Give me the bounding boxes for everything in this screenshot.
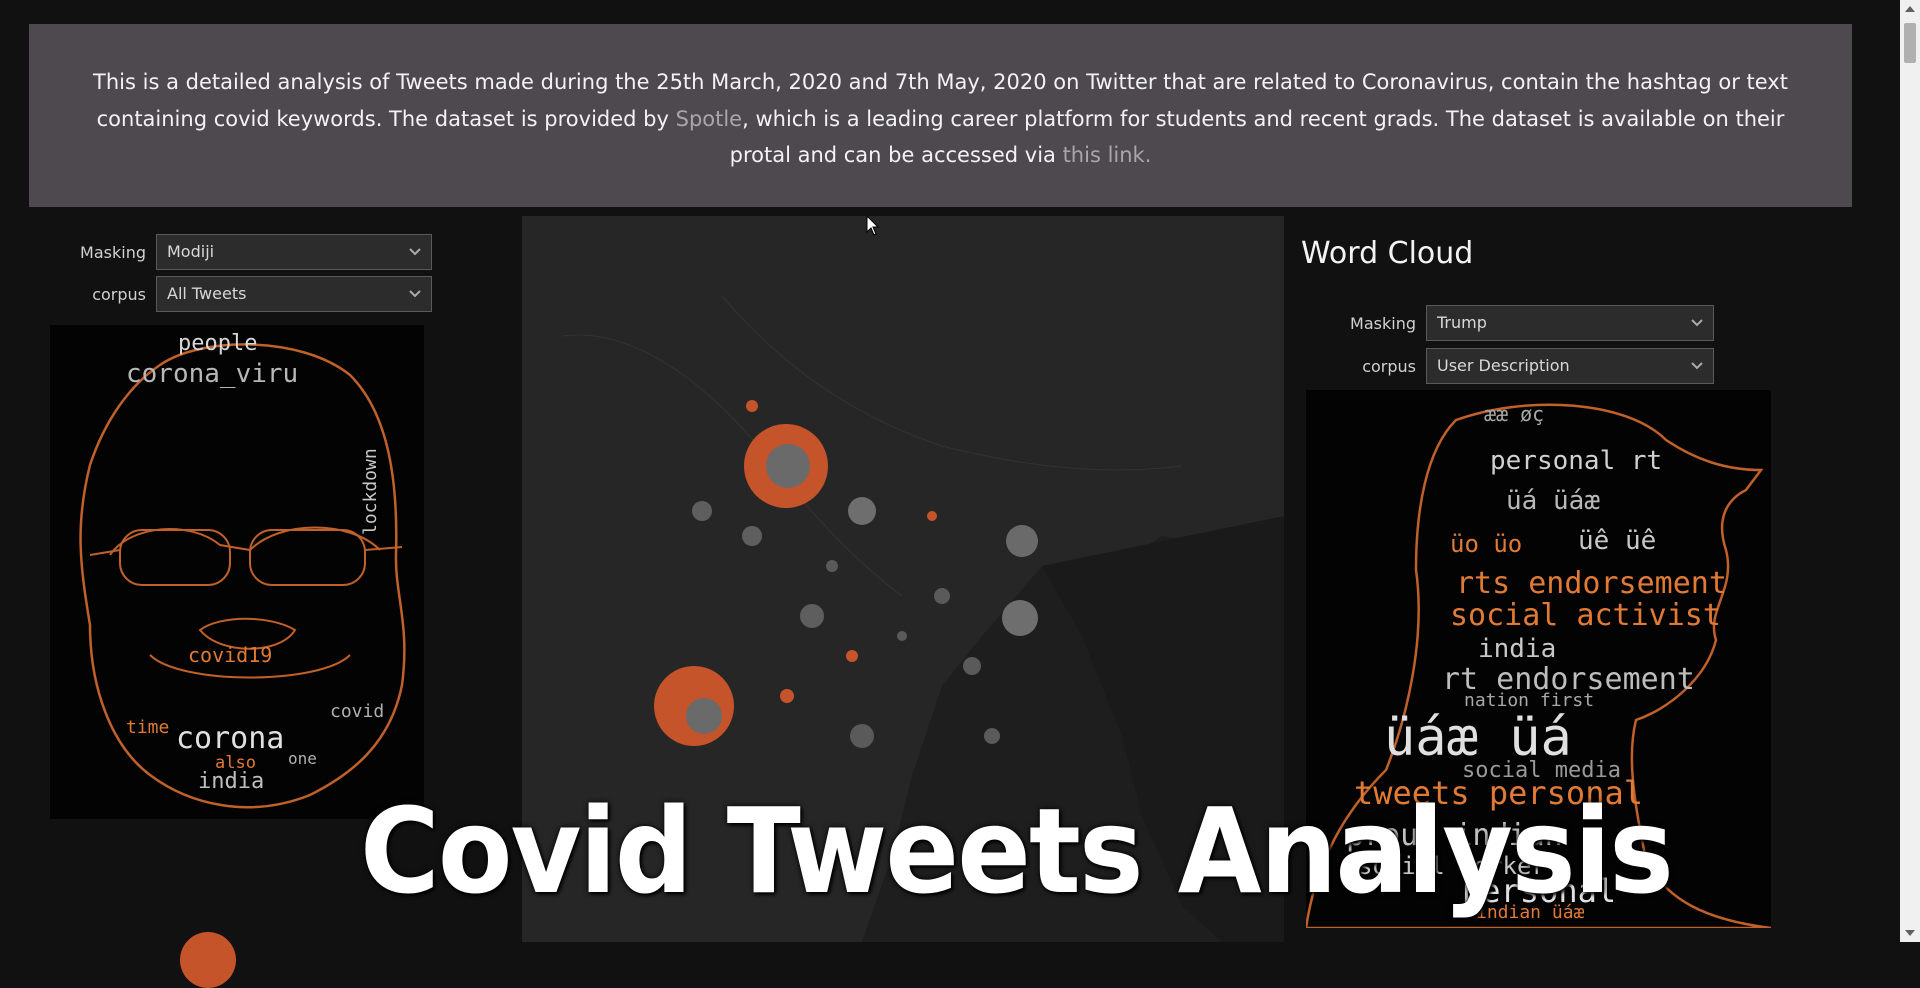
word-rts-endorsement: rts endorsement bbox=[1456, 566, 1727, 601]
mouse-cursor-icon bbox=[866, 215, 880, 236]
word-uae-ua: üáæ üá bbox=[1384, 708, 1572, 768]
word-cloud-title: Word Cloud bbox=[1301, 236, 1474, 271]
right-corpus-label: corpus bbox=[1362, 357, 1416, 376]
word-one: one bbox=[288, 749, 317, 768]
banner-text-middle: , which is a leading career platform for… bbox=[729, 106, 1785, 168]
face-outline-mask bbox=[79, 343, 406, 809]
profile-outline-mask bbox=[1306, 403, 1771, 928]
dataset-link[interactable]: this link. bbox=[1062, 143, 1152, 167]
left-corpus-label: corpus bbox=[92, 285, 146, 304]
word-corona: corona bbox=[176, 721, 285, 756]
right-masking-select[interactable]: Trump bbox=[1426, 305, 1714, 341]
banner-text: This is a detailed analysis of Tweets ma… bbox=[93, 70, 1788, 131]
word-covid19: covid19 bbox=[188, 643, 273, 667]
word-social-worker: social worker bbox=[1358, 852, 1546, 880]
chevron-down-icon bbox=[1691, 319, 1703, 327]
chevron-down-icon bbox=[409, 290, 421, 298]
scroll-down-icon[interactable] bbox=[1905, 930, 1915, 936]
word-people: people bbox=[178, 331, 258, 356]
left-corpus-value: All Tweets bbox=[167, 284, 247, 303]
left-masking-label: Masking bbox=[80, 243, 146, 262]
scroll-up-icon[interactable] bbox=[1905, 6, 1915, 12]
word-also: also bbox=[215, 753, 256, 773]
page-scrollbar[interactable] bbox=[1900, 0, 1920, 942]
word-covid: covid bbox=[330, 701, 385, 722]
word-time: time bbox=[126, 717, 170, 738]
bubble-chart-circle bbox=[180, 932, 236, 988]
word-lockdown: lockdown bbox=[360, 448, 381, 535]
right-word-cloud: ææ øç personal rt üá üáæ üo üo üê üê rts… bbox=[1306, 390, 1771, 928]
overlay-title: Covid Tweets Analysis bbox=[360, 782, 1674, 920]
word-india: india bbox=[198, 769, 265, 794]
chevron-down-icon bbox=[1691, 362, 1703, 370]
word-social-activist: social activist bbox=[1450, 598, 1721, 633]
word-tweets-personal: tweets personal bbox=[1354, 774, 1643, 812]
right-masking-label: Masking bbox=[1350, 314, 1416, 333]
word-ue-ue: üê üê bbox=[1578, 526, 1657, 556]
word-india: india bbox=[1478, 634, 1557, 664]
left-corpus-select[interactable]: All Tweets bbox=[156, 276, 432, 312]
spotle-link[interactable]: Spotle bbox=[675, 106, 743, 131]
left-masking-value: Modiji bbox=[167, 242, 215, 261]
word-ae-oc: ææ øç bbox=[1484, 402, 1545, 426]
map-canvas bbox=[522, 216, 1284, 942]
left-word-cloud: people corona_viru lockdown covid19 covi… bbox=[50, 325, 424, 819]
word-personal-rt: personal rt bbox=[1490, 446, 1663, 476]
chevron-down-icon bbox=[409, 248, 421, 256]
word-corona-viru: corona_viru bbox=[126, 359, 299, 389]
scroll-thumb[interactable] bbox=[1904, 23, 1916, 63]
word-ua-uae: üá üáæ bbox=[1506, 486, 1600, 516]
word-rt-endorsement: rt endorsement bbox=[1442, 662, 1695, 697]
intro-banner: This is a detailed analysis of Tweets ma… bbox=[29, 24, 1852, 207]
right-corpus-value: User Description bbox=[1437, 356, 1570, 375]
word-nation-first: nation first bbox=[1464, 690, 1595, 711]
right-corpus-select[interactable]: User Description bbox=[1426, 348, 1714, 384]
word-indian-uae: indian üáæ bbox=[1476, 902, 1585, 923]
word-social-media: social media bbox=[1462, 758, 1621, 783]
word-personal: personal bbox=[1462, 872, 1617, 910]
word-proud-indian: proud indian bbox=[1346, 818, 1563, 853]
right-masking-value: Trump bbox=[1437, 313, 1487, 332]
word-uo-uo: üo üo bbox=[1450, 530, 1523, 558]
left-masking-select[interactable]: Modiji bbox=[156, 234, 432, 270]
tweet-location-map[interactable] bbox=[522, 216, 1284, 942]
